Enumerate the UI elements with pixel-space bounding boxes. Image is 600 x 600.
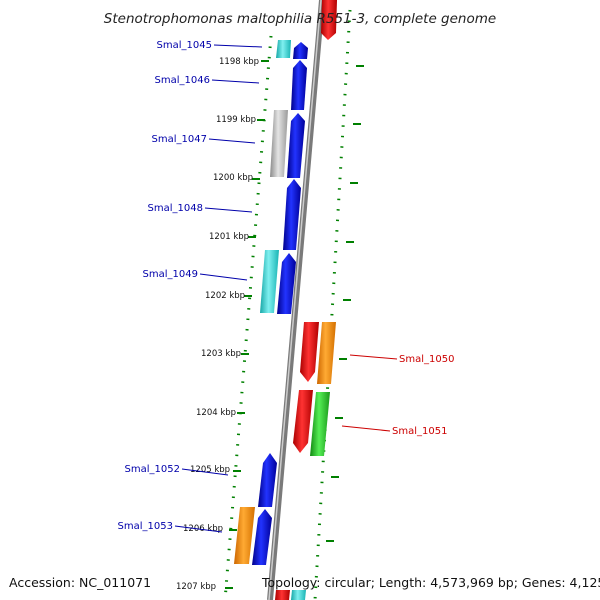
gene-feature-smal-1047[interactable] <box>270 110 288 177</box>
gene-feature-smal-1050[interactable] <box>300 322 319 382</box>
kbp-label: 1207 kbp <box>176 582 216 592</box>
leader-lines <box>174 44 398 533</box>
gene-feature-smal-1053[interactable] <box>234 507 255 564</box>
topology-text: Topology: circular; Length: 4,573,969 bp… <box>261 575 600 590</box>
gene-feature-smal-1048[interactable] <box>283 179 301 250</box>
gene-feature-forward[interactable] <box>252 509 272 565</box>
gene-feature-smal-1046[interactable] <box>291 60 307 110</box>
gene-label-smal-1048[interactable]: Smal_1048 <box>148 203 203 214</box>
gene-label-smal-1045[interactable]: Smal_1045 <box>157 40 212 51</box>
ruler-ticks-left <box>225 60 269 589</box>
kbp-label: 1199 kbp <box>216 115 256 125</box>
gene-feature-smal-1052[interactable] <box>258 453 277 507</box>
kbp-label: 1200 kbp <box>213 173 253 183</box>
gene-label-smal-1053[interactable]: Smal_1053 <box>118 521 173 532</box>
kbp-label: 1203 kbp <box>201 349 241 359</box>
kbp-label: 1202 kbp <box>205 291 245 301</box>
gene-feature-smal-1045[interactable] <box>276 40 291 58</box>
kbp-label: 1198 kbp <box>219 57 259 67</box>
gene-feature-reverse[interactable] <box>310 392 330 456</box>
gene-feature-forward[interactable] <box>293 42 308 59</box>
gene-label-smal-1046[interactable]: Smal_1046 <box>155 75 210 86</box>
genome-backbone <box>267 0 325 600</box>
gene-features <box>234 0 337 600</box>
map-title: Stenotrophomonas maltophilia R551-3, com… <box>104 11 496 27</box>
gene-feature-reverse[interactable] <box>321 0 337 40</box>
gene-label-smal-1050[interactable]: Smal_1050 <box>399 354 454 365</box>
gene-feature-forward[interactable] <box>277 253 296 314</box>
kbp-labels: 1198 kbp 1199 kbp 1200 kbp 1201 kbp 1202… <box>176 57 259 592</box>
gene-label-smal-1052[interactable]: Smal_1052 <box>125 464 180 475</box>
gene-feature-reverse[interactable] <box>317 322 336 384</box>
gene-feature-forward[interactable] <box>291 590 306 600</box>
kbp-label: 1204 kbp <box>196 408 236 418</box>
ruler-line-right <box>313 9 352 600</box>
gene-labels: Smal_1045 Smal_1046 Smal_1047 Smal_1048 … <box>118 40 455 532</box>
gene-feature-reverse[interactable] <box>275 590 290 600</box>
gene-label-smal-1051[interactable]: Smal_1051 <box>392 426 447 437</box>
gene-feature-smal-1049[interactable] <box>260 250 279 313</box>
gene-label-smal-1049[interactable]: Smal_1049 <box>143 269 198 280</box>
gene-label-smal-1047[interactable]: Smal_1047 <box>152 134 207 145</box>
kbp-label: 1205 kbp <box>190 465 230 475</box>
ruler-ticks-right <box>326 65 364 542</box>
kbp-label: 1206 kbp <box>183 524 223 534</box>
kbp-label: 1201 kbp <box>209 232 249 242</box>
gene-feature-forward[interactable] <box>287 113 305 178</box>
accession-text: Accession: NC_011071 <box>9 575 151 590</box>
gene-feature-smal-1051[interactable] <box>293 390 313 453</box>
